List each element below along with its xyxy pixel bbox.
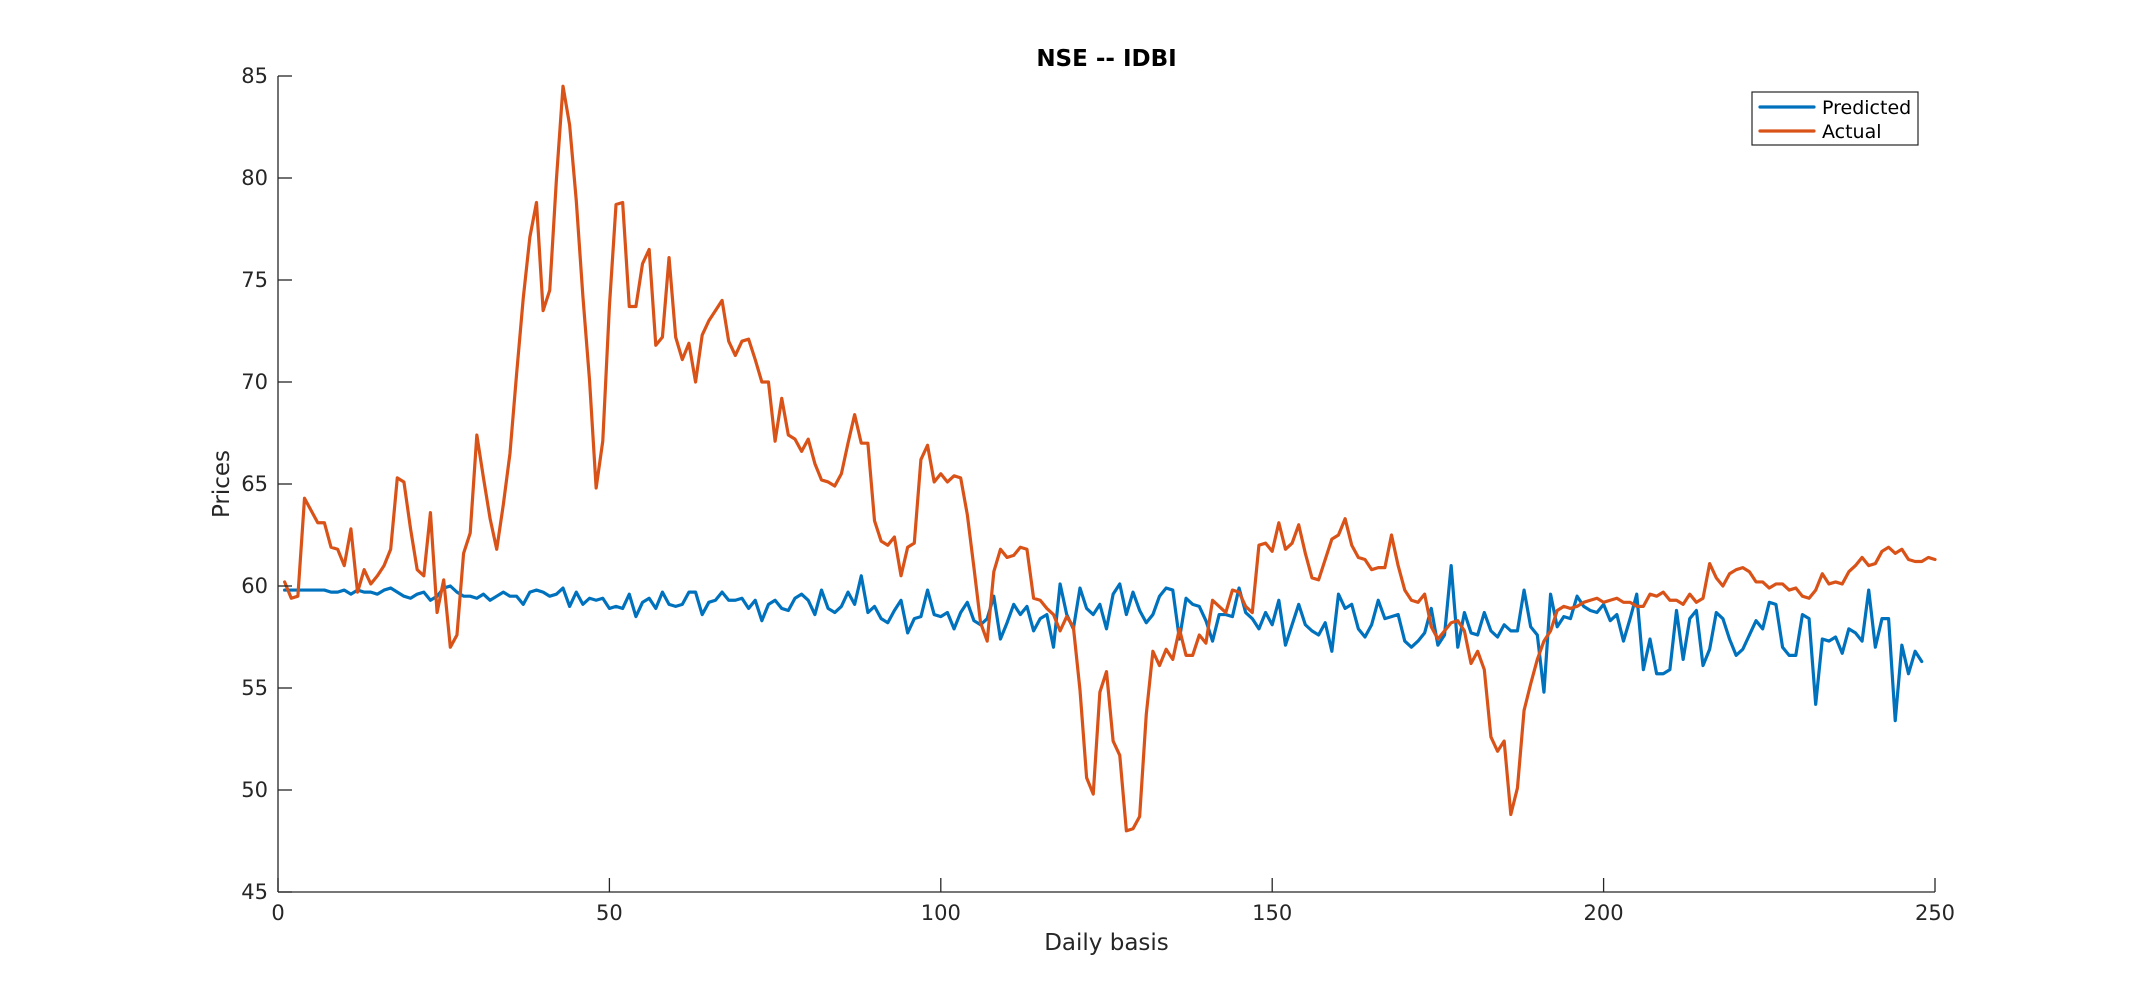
series-line-predicted [283,563,1924,723]
x-tick-label: 100 [921,901,961,925]
y-tick-label: 55 [241,676,268,700]
y-tick-label: 50 [241,778,268,802]
y-tick-label: 85 [241,64,268,88]
y-tick-label: 45 [241,880,268,904]
legend-label-actual: Actual [1822,121,1882,143]
axes-layer: 0 50 100 150 200 250 45 50 55 60 65 70 75 80 85 [241,64,1955,925]
x-tick-label: 200 [1584,901,1624,925]
y-tick-label: 80 [241,166,268,190]
series-layer [283,84,1937,833]
legend-box [1751,91,1919,146]
plot-area: 0 50 100 150 200 250 45 50 55 60 65 70 75 80 85 [241,64,1955,925]
x-axis-title: Daily basis [1044,930,1169,956]
y-axis-title: Prices [209,450,235,518]
y-axis-ticks: 45 50 55 60 65 70 75 80 85 [241,64,292,904]
legend: Predicted Actual [1751,91,1919,146]
y-tick-label: 60 [241,574,268,598]
legend-label-predicted: Predicted [1822,97,1911,119]
y-tick-label: 75 [241,268,268,292]
x-axis-ticks: 0 50 100 150 200 250 [271,878,1955,925]
x-tick-label: 250 [1915,901,1955,925]
y-tick-label: 70 [241,370,268,394]
chart-title: NSE -- IDBI [1036,46,1176,72]
y-tick-label: 65 [241,472,268,496]
x-tick-label: 50 [596,901,623,925]
x-tick-label: 150 [1252,901,1292,925]
series-line-actual [283,84,1937,833]
x-tick-label: 0 [271,901,284,925]
